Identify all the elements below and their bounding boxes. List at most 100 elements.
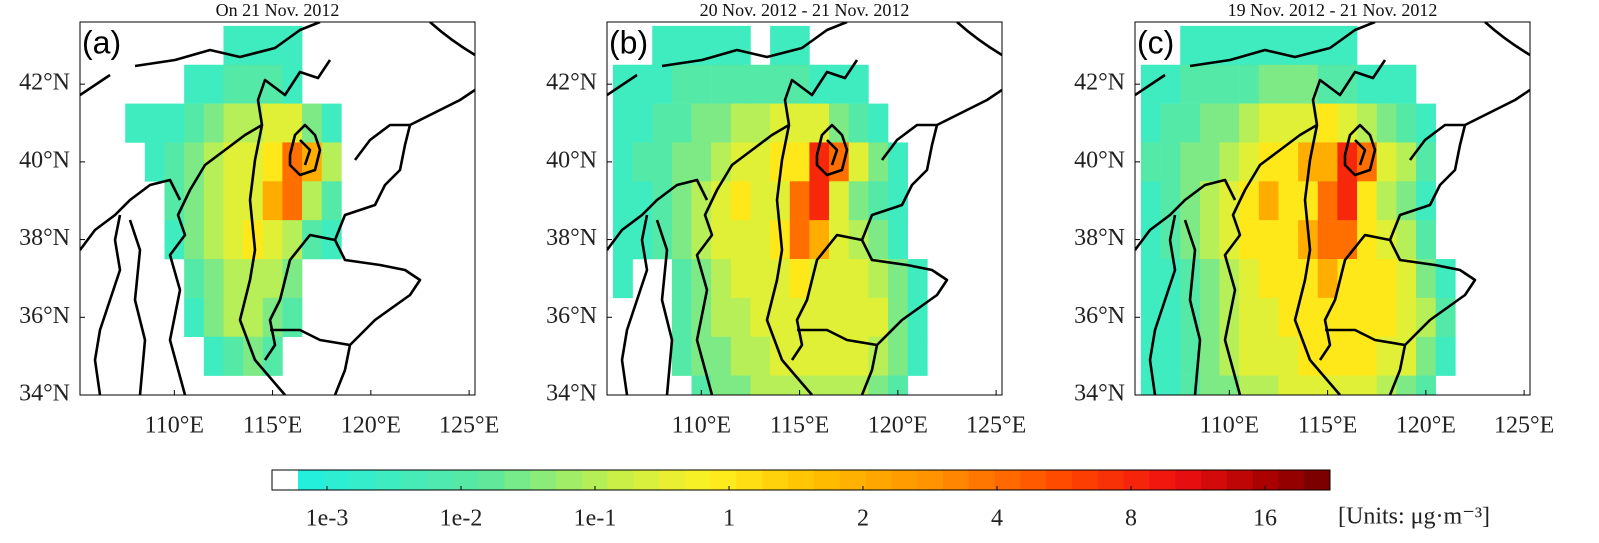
grid-cell — [907, 297, 928, 338]
colorbar-segment — [298, 470, 325, 490]
grid-cell — [671, 25, 692, 66]
grid-cell — [770, 297, 791, 338]
grid-cell — [1337, 103, 1358, 143]
grid-cell — [223, 64, 244, 104]
grid-cell — [750, 142, 771, 182]
grid-cell — [632, 103, 653, 143]
grid-cell — [750, 375, 771, 395]
grid-cell — [652, 25, 673, 66]
grid-cell — [1258, 375, 1279, 395]
grid-cell — [730, 103, 751, 143]
grid-cell — [711, 64, 732, 104]
x-tick-label: 120°E — [868, 413, 928, 439]
grid-cell — [671, 220, 692, 260]
grid-cell — [203, 142, 224, 182]
colorbar-segment — [1072, 470, 1099, 490]
grid-cell — [1317, 259, 1338, 299]
colorbar-segment — [1201, 470, 1228, 490]
grid-cell — [1278, 103, 1299, 143]
grid-cell — [262, 142, 283, 182]
grid-cell — [691, 375, 712, 395]
colorbar-segment — [323, 470, 351, 490]
grid-cell — [1199, 25, 1220, 66]
grid-cell — [868, 220, 889, 260]
grid-cell — [262, 103, 283, 143]
grid-cell — [907, 336, 928, 376]
grid-cell — [164, 142, 185, 182]
grid-cell — [829, 64, 850, 104]
grid-cell — [1337, 336, 1358, 376]
colorbar-segment — [968, 470, 996, 490]
x-tick-label: 110°E — [1200, 413, 1259, 439]
grid-cell — [848, 336, 869, 376]
grid-cell — [1376, 297, 1397, 338]
grid-cell — [1140, 103, 1161, 143]
grid-cell — [1160, 336, 1181, 376]
grid-cell — [223, 142, 244, 182]
grid-cell — [730, 181, 751, 221]
x-tick-label: 115°E — [1298, 413, 1357, 439]
grid-cell — [770, 181, 791, 221]
grid-cell — [1199, 64, 1220, 104]
grid-cell — [1239, 259, 1260, 299]
grid-cell — [1180, 220, 1201, 260]
grid-cell — [730, 142, 751, 182]
colorbar-segment — [349, 470, 376, 490]
grid-cell — [730, 64, 751, 104]
panel-label: (a) — [82, 24, 121, 60]
grid-cell — [1376, 64, 1397, 104]
colorbar-segment — [762, 470, 789, 490]
colorbar-segment — [1226, 470, 1254, 490]
x-tick-label: 115°E — [770, 413, 829, 439]
grid-cell — [868, 259, 889, 299]
grid-cell — [612, 103, 633, 143]
colorbar-segment — [478, 470, 505, 490]
grid-cell — [1258, 181, 1279, 221]
grid-cell — [1416, 375, 1436, 395]
grid-cell — [1376, 336, 1397, 376]
axes-frame — [79, 21, 476, 396]
axes-frame — [1134, 21, 1531, 396]
colorbar-segment — [891, 470, 918, 490]
colorbar-units: [Units: μg·m⁻³] — [1338, 504, 1490, 530]
y-tick-label: 40°N — [19, 147, 70, 173]
grid-cell — [711, 103, 732, 143]
y-tick-label: 36°N — [546, 303, 597, 329]
grid-cell — [1239, 220, 1260, 260]
grid-cell — [321, 142, 342, 182]
grid-cell — [1337, 181, 1358, 221]
grid-cell — [1199, 142, 1220, 182]
x-tick-label: 115°E — [243, 413, 302, 439]
grid-cell — [1337, 375, 1358, 395]
grid-cell — [1258, 336, 1279, 376]
grid-cell — [848, 103, 869, 143]
grid-cell — [184, 259, 205, 299]
colorbar-segment — [1175, 470, 1202, 490]
grid-cell — [1317, 181, 1338, 221]
grid-cell — [243, 297, 264, 338]
colorbar-tick-label: 8 — [1125, 506, 1137, 532]
grid-cell — [888, 220, 908, 260]
grid-cell — [203, 103, 224, 143]
grid-cell — [711, 297, 732, 338]
grid-cell — [1337, 220, 1358, 260]
colorbar-segment — [839, 470, 867, 490]
grid-cell — [809, 220, 830, 260]
grid-cell — [632, 142, 653, 182]
grid-cell — [1180, 259, 1201, 299]
grid-cell — [1160, 142, 1181, 182]
grid-cell — [612, 259, 633, 299]
colorbar-segment — [427, 470, 454, 490]
colorbar-segment — [607, 470, 634, 490]
y-tick-label: 38°N — [546, 225, 597, 251]
colorbar-segment — [1304, 470, 1331, 490]
grid-cell — [789, 25, 810, 66]
colorbar-segment — [659, 470, 686, 490]
grid-cell — [1199, 259, 1220, 299]
grid-cell — [262, 181, 283, 221]
grid-cell — [1219, 64, 1240, 104]
grid-cell — [1219, 25, 1240, 66]
colorbar-segment — [1252, 470, 1279, 490]
grid-cell — [1357, 64, 1378, 104]
grid-cell — [730, 375, 751, 395]
